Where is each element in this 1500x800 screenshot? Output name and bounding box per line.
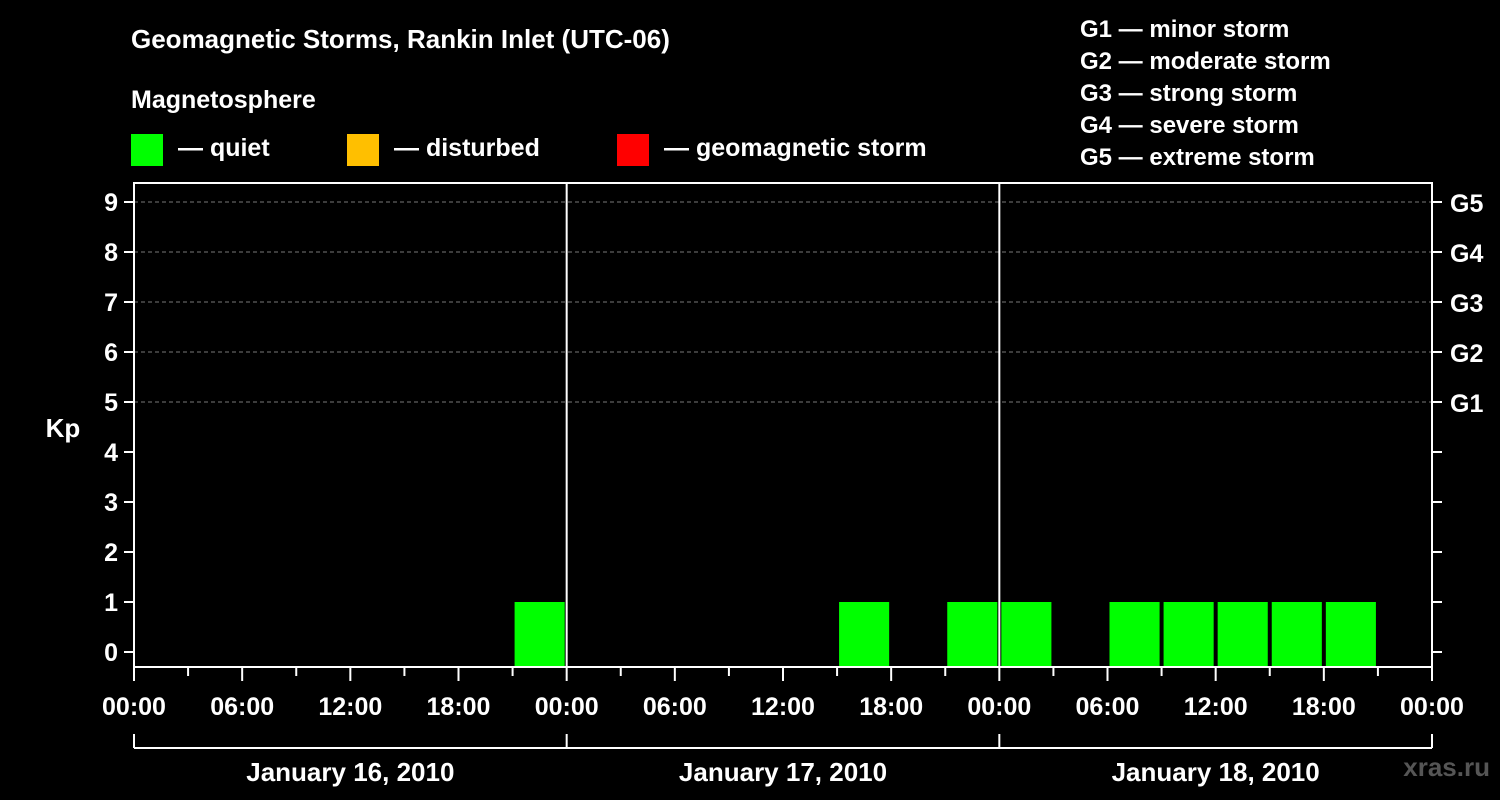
x-tick-label-7: 18:00 (859, 693, 923, 721)
credit-text: xras.ru (1403, 752, 1490, 782)
kp-bar-3 (1001, 602, 1052, 667)
kp-bar-6 (1217, 602, 1268, 667)
y-tick-label-4: 4 (104, 439, 118, 467)
kp-bar-0 (514, 602, 565, 667)
g-scale-item-g2: G2 — moderate storm (1080, 48, 1331, 75)
y-tick-label-1: 1 (104, 589, 118, 617)
day-label-1: January 17, 2010 (679, 757, 887, 787)
y-tick-label-5: 5 (104, 389, 118, 417)
x-tick-label-10: 12:00 (1184, 693, 1248, 721)
x-tick-label-11: 18:00 (1292, 693, 1356, 721)
x-tick-label-4: 00:00 (535, 693, 599, 721)
chart-title: Geomagnetic Storms, Rankin Inlet (UTC-06… (131, 24, 670, 54)
g-scale-item-g1: G1 — minor storm (1080, 16, 1290, 43)
g-axis-label-g3: G3 (1450, 290, 1483, 318)
kp-bar-5 (1163, 602, 1214, 667)
x-tick-label-1: 06:00 (210, 693, 274, 721)
kp-bar-8 (1325, 602, 1376, 667)
kp-bar-4 (1109, 602, 1160, 667)
y-tick-label-8: 8 (104, 239, 118, 267)
day-label-0: January 16, 2010 (246, 757, 454, 787)
y-tick-label-2: 2 (104, 539, 118, 567)
magnetosphere-label: Magnetosphere (131, 86, 316, 114)
x-tick-label-8: 00:00 (967, 693, 1031, 721)
x-tick-label-3: 18:00 (427, 693, 491, 721)
y-tick-label-9: 9 (104, 189, 118, 217)
y-tick-label-6: 6 (104, 339, 118, 367)
legend-label-storm: — geomagnetic storm (664, 134, 927, 162)
plot-frame (133, 182, 1433, 668)
y-tick-label-0: 0 (104, 639, 118, 667)
g-scale-legend: G1 — minor storm G2 — moderate storm G3 … (1080, 14, 1331, 174)
day-label-2: January 18, 2010 (1112, 757, 1320, 787)
x-tick-label-6: 12:00 (751, 693, 815, 721)
x-tick-label-9: 06:00 (1076, 693, 1140, 721)
g-scale-item-g3: G3 — strong storm (1080, 80, 1298, 107)
kp-bar-2 (947, 602, 998, 667)
g-axis-label-g1: G1 (1450, 390, 1483, 418)
x-tick-label-12: 00:00 (1400, 693, 1464, 721)
g-axis-label-g5: G5 (1450, 190, 1483, 218)
y-tick-label-3: 3 (104, 489, 118, 517)
x-tick-label-2: 12:00 (318, 693, 382, 721)
kp-bar-1 (839, 602, 890, 667)
g-axis-label-g4: G4 (1450, 240, 1483, 268)
y-tick-label-7: 7 (104, 289, 118, 317)
g-scale-item-g5: G5 — extreme storm (1080, 144, 1315, 171)
g-scale-item-g4: G4 — severe storm (1080, 112, 1299, 139)
legend-swatch-disturbed (347, 134, 379, 166)
x-tick-label-0: 00:00 (102, 693, 166, 721)
kp-bar-7 (1271, 602, 1322, 667)
x-tick-label-5: 06:00 (643, 693, 707, 721)
y-axis-label: Kp (46, 413, 81, 443)
legend-label-disturbed: — disturbed (394, 134, 540, 162)
legend-label-quiet: — quiet (178, 134, 270, 162)
legend-swatch-quiet (131, 134, 163, 166)
legend-swatch-storm (617, 134, 649, 166)
g-axis-label-g2: G2 (1450, 340, 1483, 368)
